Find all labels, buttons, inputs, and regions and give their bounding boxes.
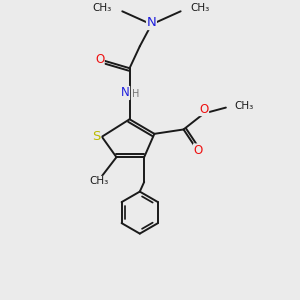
Text: CH₃: CH₃ — [93, 3, 112, 14]
Text: CH₃: CH₃ — [234, 101, 253, 111]
Text: S: S — [92, 130, 101, 143]
Text: H: H — [132, 89, 140, 100]
Text: CH₃: CH₃ — [191, 3, 210, 14]
Text: O: O — [194, 144, 203, 157]
Text: O: O — [95, 53, 104, 66]
Text: N: N — [121, 86, 130, 100]
Text: N: N — [147, 16, 156, 29]
Text: CH₃: CH₃ — [89, 176, 109, 186]
Text: O: O — [199, 103, 208, 116]
